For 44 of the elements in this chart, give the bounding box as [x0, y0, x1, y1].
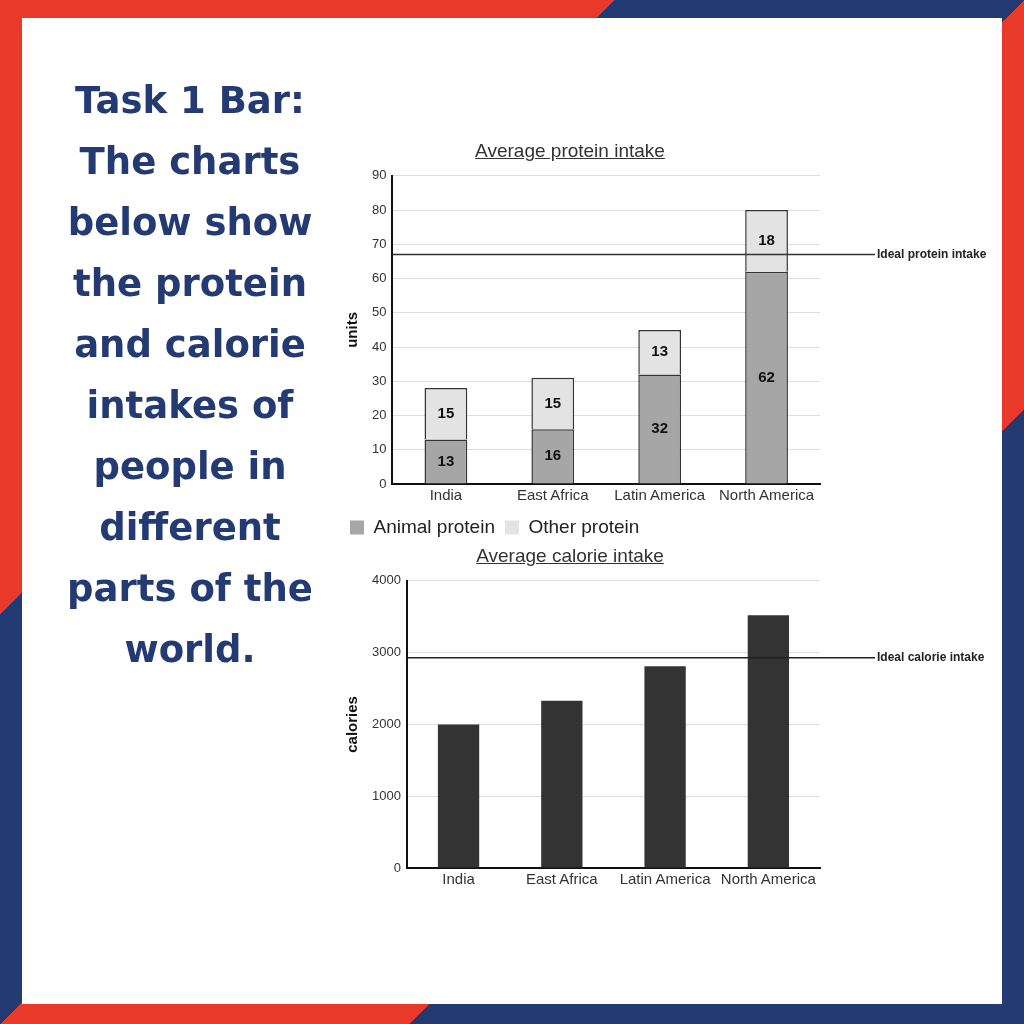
- ref-line-label: Ideal calorie intake: [877, 649, 985, 664]
- chart-title: Average calorie intake: [475, 545, 665, 567]
- data-label: 13: [651, 342, 669, 360]
- y-tick-label: 10: [371, 441, 387, 457]
- chart-title: Task 1 Bar: The charts below show the protein and calorie intakes of people in different parts of the world.: [67, 79, 313, 671]
- chart-title: Average protein intake: [474, 140, 666, 162]
- data-label: 15: [544, 393, 562, 411]
- data-label: 15: [437, 403, 455, 421]
- x-tick-label: India: [429, 486, 463, 504]
- y-tick-label: 2000: [372, 715, 401, 731]
- y-tick-label: 30: [371, 372, 387, 388]
- y-tick-label: 70: [371, 235, 387, 251]
- y-tick-label: 4000: [372, 572, 401, 588]
- y-axis-title: units: [343, 311, 361, 348]
- y-tick-label: 0: [379, 475, 387, 491]
- data-label: 32: [651, 419, 669, 437]
- legend-label: Other protein: [528, 515, 640, 537]
- bar: [644, 666, 686, 868]
- bar: [747, 615, 790, 868]
- y-tick-label: 90: [371, 167, 387, 183]
- x-tick-label: East Africa: [525, 870, 599, 888]
- data-label: 18: [758, 231, 775, 249]
- x-tick-label: North America: [720, 870, 817, 888]
- legend-label: Animal protein: [373, 515, 495, 537]
- x-tick-label: Latin America: [619, 870, 712, 888]
- x-tick-label: North America: [719, 486, 815, 504]
- data-label: 16: [544, 446, 562, 464]
- x-tick-label: India: [442, 870, 476, 888]
- y-tick-label: 1000: [372, 787, 401, 803]
- y-tick-label: 0: [393, 859, 401, 875]
- y-tick-label: 40: [371, 338, 387, 354]
- y-tick-label: 50: [371, 304, 387, 320]
- bar: [541, 700, 583, 868]
- y-tick-label: 3000: [372, 644, 401, 660]
- data-label: 62: [758, 367, 775, 385]
- y-tick-label: 60: [371, 270, 387, 286]
- x-tick-label: Latin America: [614, 486, 706, 504]
- y-tick-label: 20: [371, 407, 387, 423]
- y-tick-label: 80: [371, 201, 387, 217]
- data-label: 13: [437, 451, 455, 469]
- ref-line-label: Ideal protein intake: [877, 246, 987, 261]
- bar: [437, 724, 480, 868]
- x-tick-label: East Africa: [516, 486, 590, 504]
- y-axis-title: calories: [343, 696, 361, 753]
